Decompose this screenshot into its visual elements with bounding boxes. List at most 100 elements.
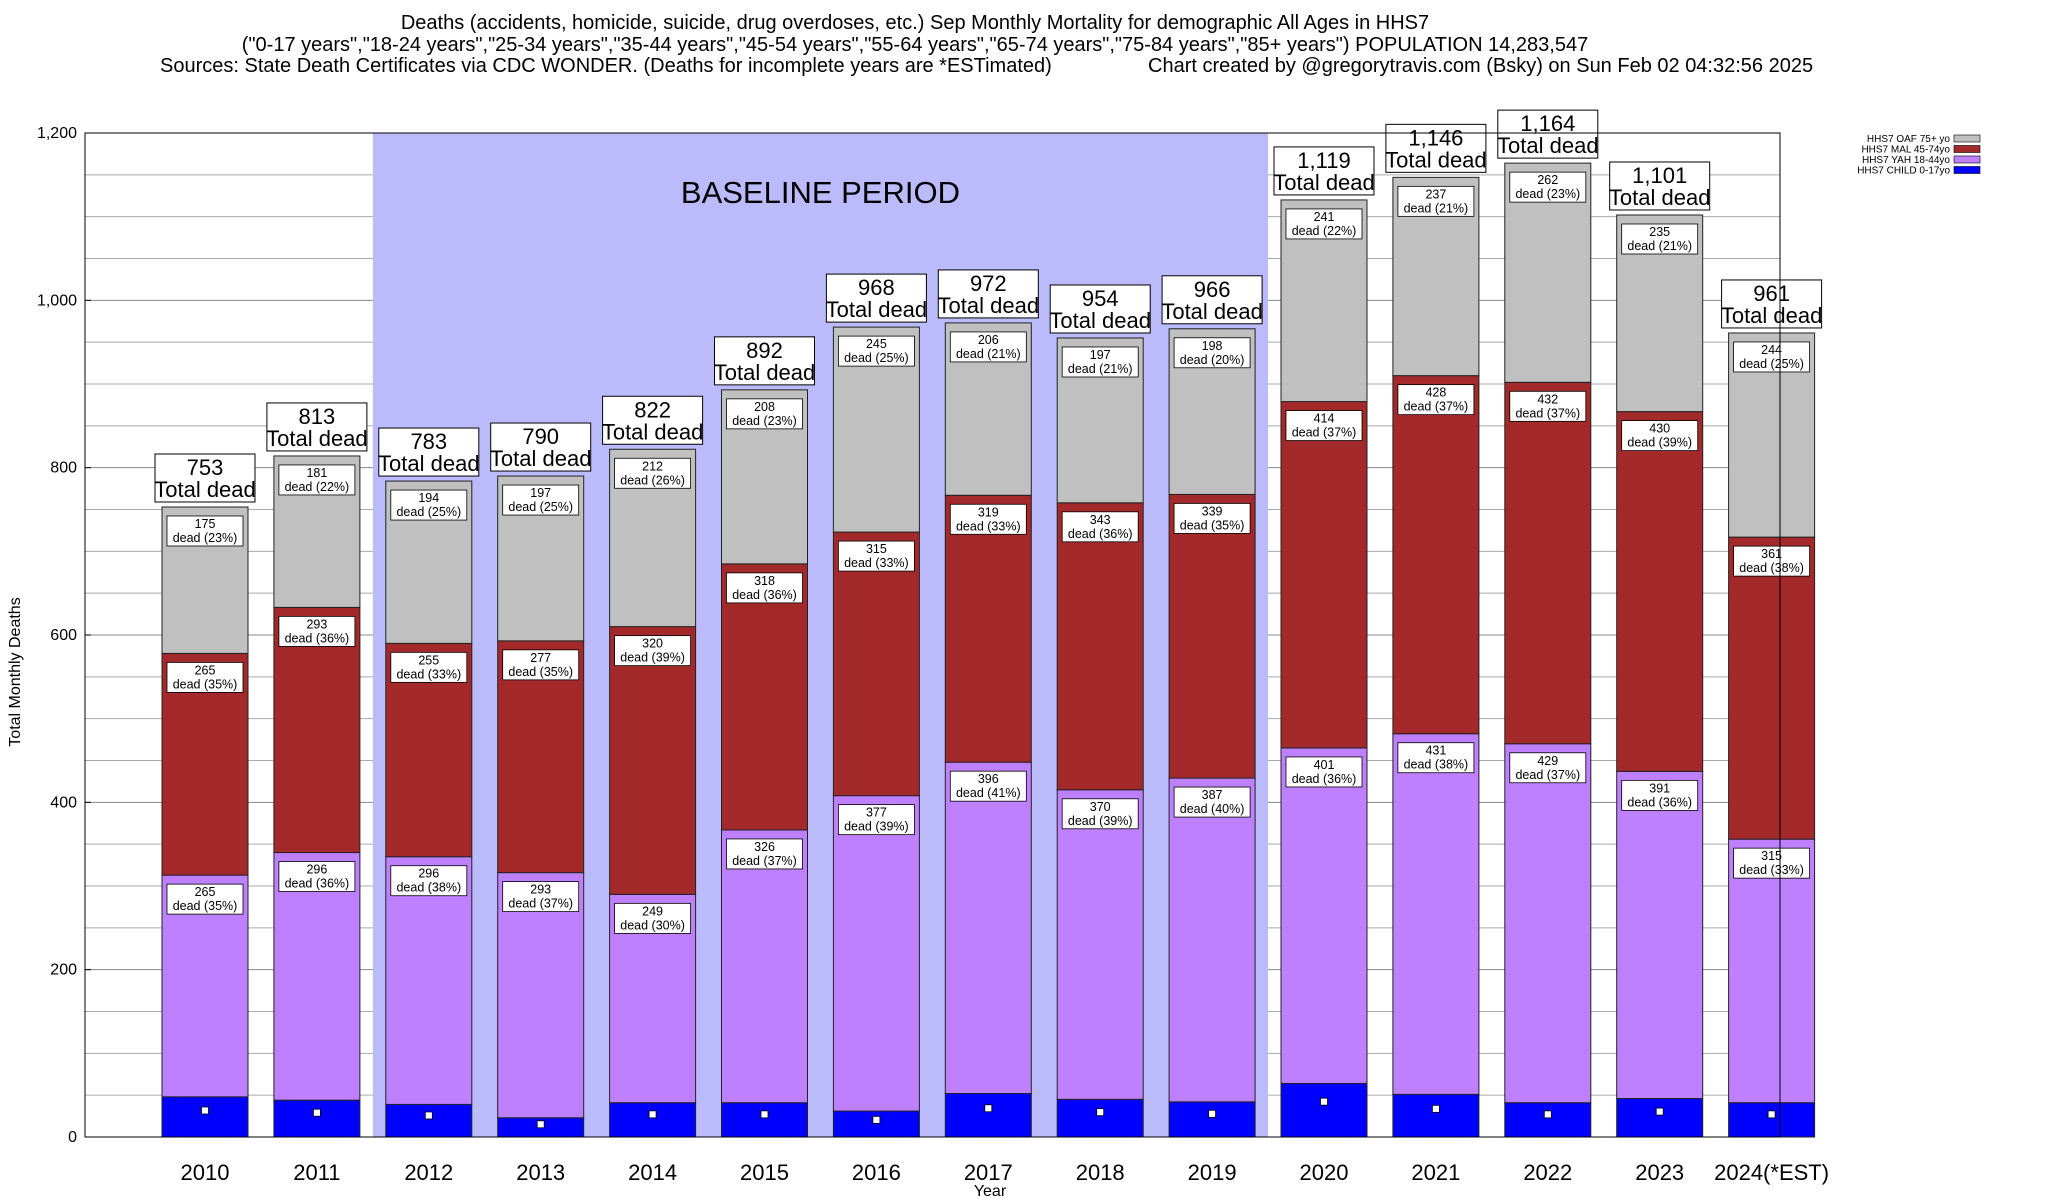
segment-percent-label: dead (36%): [732, 588, 797, 602]
segment-value-label: 315: [866, 542, 887, 556]
bar-segment: [273, 852, 361, 1101]
bar-segment: [1728, 536, 1816, 840]
segment-value-label: 318: [754, 574, 775, 588]
bar-segment: [1280, 1082, 1368, 1138]
x-tick-label: 2010: [181, 1160, 230, 1185]
y-tick-label: 600: [50, 627, 77, 644]
child-marker: [1655, 1107, 1664, 1116]
total-value-label: 790: [522, 424, 559, 449]
total-caption-label: Total dead: [602, 419, 704, 444]
total-caption-label: Total dead: [154, 477, 256, 502]
segment-label-box: [1397, 384, 1475, 416]
segment-percent-label: dead (23%): [173, 531, 238, 545]
segment-percent-label: dead (39%): [1068, 814, 1133, 828]
x-tick-label: 2024(*EST): [1714, 1160, 1829, 1185]
child-marker: [1432, 1104, 1440, 1113]
segment-label-box: [1285, 208, 1363, 240]
x-tick-label: 2017: [964, 1160, 1013, 1185]
x-tick-label: 2023: [1635, 1160, 1684, 1185]
segment-value-label: 431: [1425, 744, 1446, 758]
bar-segment: [1392, 375, 1480, 735]
child-marker: [1320, 1097, 1328, 1106]
bar-segment: [1728, 838, 1816, 1104]
segment-percent-label: dead (36%): [1627, 795, 1692, 809]
total-caption-label: Total dead: [378, 451, 480, 476]
x-tick-label: 2022: [1523, 1160, 1572, 1185]
total-caption-label: Total dead: [1497, 133, 1599, 158]
x-tick-label: 2018: [1076, 1160, 1125, 1185]
segment-percent-label: dead (37%): [1515, 768, 1580, 782]
segment-value-label: 208: [754, 400, 775, 414]
child-marker: [536, 1120, 545, 1129]
child-marker: [648, 1110, 657, 1119]
segment-percent-label: dead (40%): [1180, 802, 1245, 816]
segment-percent-label: dead (21%): [956, 347, 1021, 361]
y-tick-label: 0: [68, 1129, 77, 1146]
bar-segment: [1280, 401, 1368, 749]
segment-percent-label: dead (25%): [844, 351, 909, 365]
child-marker: [201, 1106, 209, 1115]
total-caption-label: Total dead: [1385, 147, 1487, 172]
segment-label-box: [949, 770, 1027, 802]
segment-label-box: [278, 615, 356, 647]
segment-value-label: 326: [754, 840, 775, 854]
segment-value-label: 391: [1649, 781, 1670, 795]
bar-segment: [609, 626, 697, 895]
baseline-label: BASELINE PERIOD: [681, 175, 960, 210]
bar-segment: [609, 1102, 697, 1138]
segment-label-box: [1173, 786, 1251, 818]
total-label-box: [602, 395, 704, 445]
segment-label-box: [166, 515, 244, 547]
segment-label-box: [1285, 410, 1363, 441]
segment-percent-label: dead (33%): [844, 556, 909, 570]
segment-value-label: 387: [1202, 788, 1223, 802]
total-label-box: [154, 453, 256, 503]
segment-percent-label: dead (38%): [396, 881, 461, 895]
x-axis-label: Year: [974, 1183, 1007, 1200]
segment-value-label: 249: [642, 904, 663, 918]
y-tick-label: 200: [50, 962, 77, 979]
child-marker: [1208, 1109, 1216, 1118]
segment-label-box: [614, 457, 691, 489]
segment-percent-label: dead (36%): [285, 877, 350, 891]
bar-segment: [721, 563, 808, 831]
bar-segment: [161, 1096, 249, 1138]
child-marker: [312, 1108, 321, 1117]
total-label-box: [825, 273, 927, 323]
bar-segment: [273, 606, 361, 854]
segment-label-box: [1509, 171, 1587, 203]
total-caption-label: Total dead: [1721, 303, 1823, 328]
segment-percent-label: dead (37%): [1404, 400, 1469, 414]
segment-value-label: 428: [1425, 386, 1446, 400]
segment-value-label: 343: [1090, 513, 1111, 527]
bar-segment: [944, 494, 1032, 763]
segment-value-label: 401: [1314, 758, 1335, 772]
bar-segment: [1392, 733, 1480, 1095]
segment-percent-label: dead (23%): [732, 414, 797, 428]
segment-value-label: 430: [1649, 422, 1670, 436]
total-value-label: 1,164: [1520, 111, 1575, 136]
segment-label-box: [390, 651, 468, 683]
segment-label-box: [949, 503, 1027, 535]
child-marker: [1543, 1110, 1552, 1119]
bar-segment: [497, 872, 585, 1119]
segment-percent-label: dead (20%): [1180, 353, 1245, 367]
segment-percent-label: dead (26%): [620, 473, 685, 487]
segment-label-box: [1285, 756, 1363, 788]
segment-percent-label: dead (36%): [285, 631, 350, 645]
total-value-label: 966: [1194, 277, 1231, 302]
total-label-box: [266, 402, 368, 452]
segment-label-box: [1509, 390, 1587, 422]
total-value-label: 753: [187, 455, 224, 480]
x-tick-label: 2013: [516, 1160, 565, 1185]
total-label-box: [378, 427, 480, 477]
x-tick-label: 2019: [1188, 1160, 1237, 1185]
total-label-box: [1497, 109, 1599, 159]
segment-label-box: [390, 489, 468, 521]
